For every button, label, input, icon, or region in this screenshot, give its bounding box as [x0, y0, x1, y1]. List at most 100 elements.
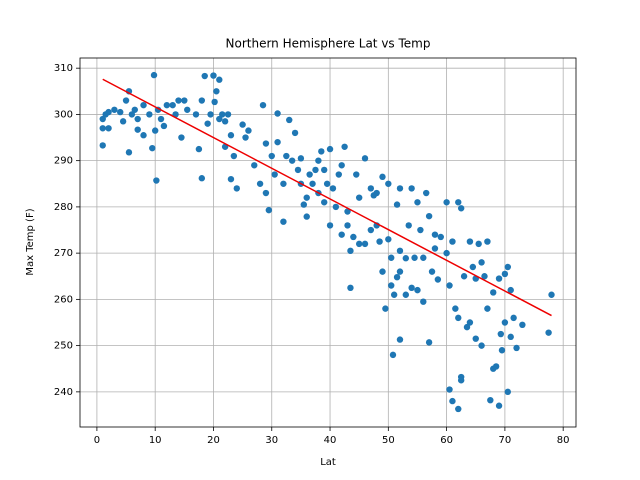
point: [146, 111, 153, 118]
point: [390, 291, 398, 298]
point: [446, 386, 453, 393]
point: [280, 180, 287, 187]
point: [332, 203, 340, 211]
point: [140, 132, 147, 139]
point: [504, 263, 512, 271]
y-tick-label: 290: [54, 156, 73, 167]
point: [163, 101, 171, 109]
point: [286, 116, 293, 124]
point: [405, 222, 412, 229]
point: [219, 111, 226, 118]
point: [210, 72, 217, 79]
point: [350, 233, 357, 241]
point: [434, 276, 442, 283]
point: [326, 145, 334, 153]
point: [111, 106, 118, 113]
point: [335, 171, 342, 178]
point: [385, 236, 392, 243]
point: [245, 127, 252, 134]
point: [437, 233, 444, 241]
point: [507, 333, 514, 341]
point: [347, 247, 354, 255]
point: [466, 319, 474, 326]
point: [227, 132, 235, 139]
point: [283, 152, 290, 160]
point: [411, 254, 418, 261]
x-tick-label: 80: [557, 435, 570, 446]
x-tick-label: 70: [499, 435, 512, 446]
point: [393, 201, 401, 208]
plot-frame: [79, 57, 577, 428]
point: [443, 249, 450, 257]
point: [466, 238, 474, 245]
point: [396, 185, 404, 192]
point: [501, 319, 509, 326]
x-tick-label: 0: [94, 435, 100, 446]
point: [221, 118, 229, 125]
point: [414, 286, 421, 294]
point: [105, 108, 112, 116]
y-axis-label: Max Temp (F): [25, 208, 36, 275]
point: [353, 171, 360, 178]
point: [425, 339, 433, 346]
y-tick-label: 260: [54, 294, 73, 305]
point: [99, 125, 106, 132]
point: [233, 185, 240, 192]
point: [207, 111, 214, 118]
point: [487, 396, 494, 404]
point: [389, 351, 397, 359]
point: [297, 155, 305, 162]
point: [449, 397, 456, 405]
point: [274, 110, 281, 117]
point: [402, 291, 410, 298]
point: [105, 125, 112, 132]
point: [134, 115, 141, 123]
point: [303, 213, 310, 220]
y-tick-label: 250: [54, 341, 73, 352]
point: [492, 363, 500, 370]
point: [373, 189, 380, 197]
point: [472, 335, 479, 342]
point: [449, 238, 456, 245]
point: [519, 321, 526, 329]
point: [457, 377, 465, 384]
point: [323, 180, 331, 187]
point: [457, 205, 465, 212]
point: [216, 76, 223, 83]
point: [504, 388, 512, 396]
x-tick-label: 30: [265, 435, 278, 446]
point: [507, 286, 514, 294]
point: [408, 284, 415, 292]
point: [455, 199, 462, 206]
point: [385, 180, 392, 187]
point: [169, 101, 176, 109]
y-tick-label: 280: [54, 202, 73, 213]
point: [431, 231, 439, 238]
point: [431, 245, 439, 252]
chart-title: Northern Hemisphere Lat vs Temp: [226, 37, 431, 51]
point: [428, 268, 436, 275]
point: [478, 259, 485, 266]
point: [140, 101, 147, 109]
point: [367, 185, 375, 192]
point: [134, 126, 141, 133]
point: [315, 157, 322, 164]
y-tick-label: 270: [54, 248, 73, 259]
point: [338, 231, 345, 238]
point: [271, 171, 278, 178]
point: [204, 120, 211, 127]
point: [484, 238, 491, 245]
point: [227, 175, 235, 183]
y-tick-label: 240: [54, 387, 73, 398]
point: [262, 189, 270, 197]
point: [201, 72, 208, 80]
point: [291, 129, 299, 137]
point: [452, 305, 459, 312]
point: [481, 273, 488, 280]
point: [211, 98, 218, 106]
point: [510, 314, 517, 322]
point: [355, 240, 363, 248]
point: [157, 115, 165, 123]
point: [446, 282, 453, 289]
